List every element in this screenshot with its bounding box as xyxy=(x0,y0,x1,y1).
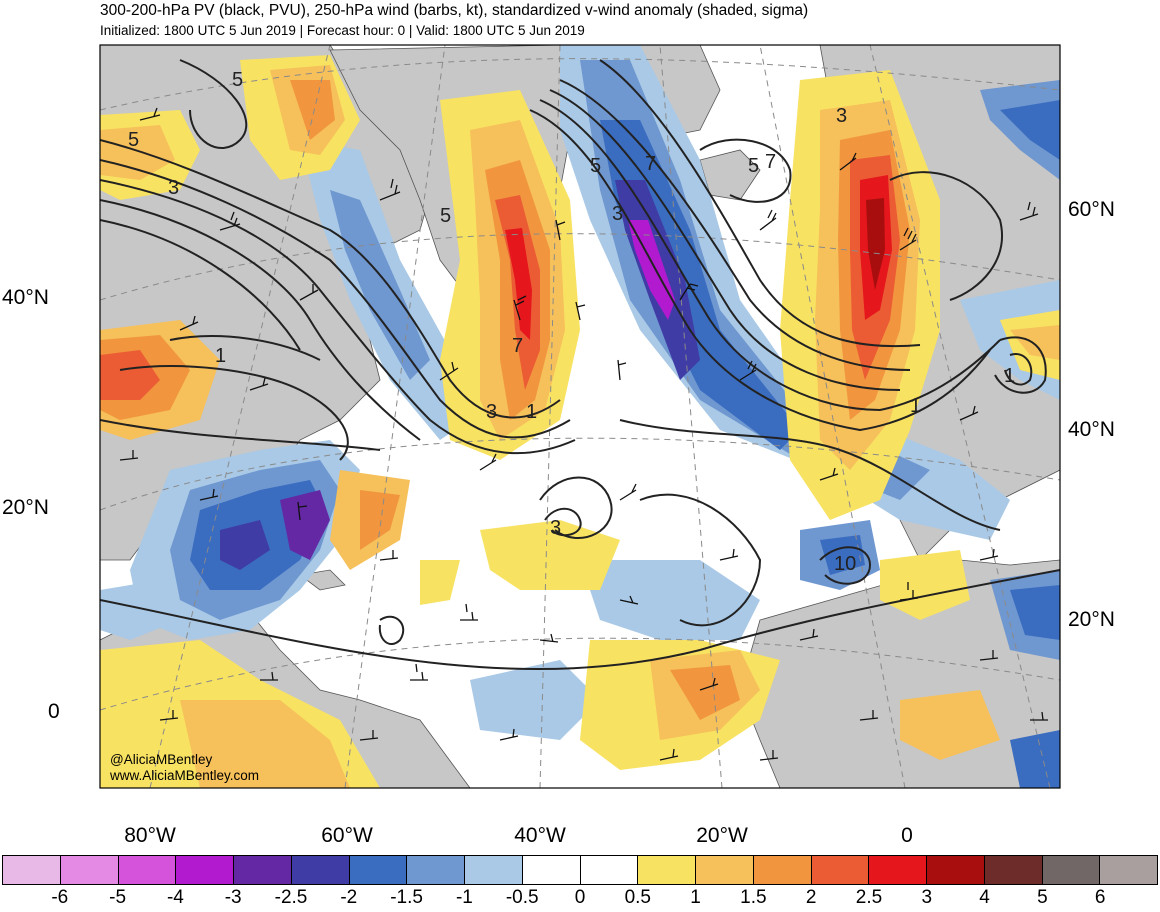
pv-label: 5 xyxy=(748,155,759,177)
colorbar-tick-label: -6 xyxy=(51,887,69,908)
colorbar-tick-label: 0.5 xyxy=(624,887,652,908)
colorbar-segment xyxy=(869,856,927,884)
colorbar-tick-label: -0.5 xyxy=(505,887,539,908)
colorbar-tick-label: 5 xyxy=(1037,887,1048,908)
graticule xyxy=(100,45,1060,788)
pv-label: 1 xyxy=(215,345,226,367)
colorbar-segment xyxy=(407,856,465,884)
colorbar-segment xyxy=(638,856,696,884)
pv-label: 3 xyxy=(168,177,179,199)
colorbar-segment xyxy=(176,856,234,884)
lat-label-left: 40°N xyxy=(2,286,49,309)
pv-label: 10 xyxy=(834,553,856,575)
colorbar-tick-label: 2.5 xyxy=(855,887,883,908)
colorbar-tick-label: 0 xyxy=(574,887,586,908)
pv-label: 3 xyxy=(486,401,497,423)
pv-label: 1 xyxy=(910,395,921,417)
colorbar-segment xyxy=(465,856,523,884)
colorbar-segment xyxy=(984,856,1043,884)
colorbar-tick-label: 3 xyxy=(921,887,933,908)
colorbar-segment xyxy=(580,856,639,884)
colorbar-segment xyxy=(291,856,350,884)
credit-handle: @AliciaMBentley xyxy=(110,752,213,767)
colorbar-tick-label: -3 xyxy=(224,887,242,908)
pv-label: 5 xyxy=(128,129,139,151)
lat-label-left: 0 xyxy=(48,700,60,723)
chart-title: 300-200-hPa PV (black, PVU), 250-hPa win… xyxy=(100,2,809,19)
pv-label: 5 xyxy=(590,155,601,177)
lon-label: 60°W xyxy=(321,824,373,847)
lon-label: 20°W xyxy=(696,824,748,847)
pv-label: 3 xyxy=(612,203,623,225)
lat-label-left: 20°N xyxy=(2,496,49,519)
colorbar-segment xyxy=(118,856,177,884)
colorbar-tick-label: -1.5 xyxy=(390,887,423,908)
wind-barbs xyxy=(119,107,1048,761)
colorbar-tick-label: -2 xyxy=(340,887,358,908)
pv-label: 7 xyxy=(512,335,523,357)
colorbar-segment xyxy=(811,856,870,884)
pv-label: 5 xyxy=(440,205,451,227)
pv-label: 3 xyxy=(836,105,847,127)
credit-url: www.AliciaMBentley.com xyxy=(110,768,260,783)
lat-label-right: 40°N xyxy=(1068,418,1115,441)
positive-anomaly-shading xyxy=(100,55,1060,788)
colorbar-tick-label: -2.5 xyxy=(274,887,308,908)
colorbar-segment xyxy=(696,856,754,884)
lon-label: 0 xyxy=(901,824,913,847)
colorbar-segment xyxy=(3,856,61,884)
colorbar-segment xyxy=(1100,856,1157,884)
pv-contour-labels: 5 5 3 5 5 3 7 3 1 5 7 3 7 1 1 3 10 1 xyxy=(128,69,1015,575)
pv-contours xyxy=(100,59,1060,670)
colorbar-tick-label: 1.5 xyxy=(740,887,767,908)
pv-label: 5 xyxy=(232,69,243,91)
colorbar-tick-label: -4 xyxy=(166,887,184,908)
map-frame xyxy=(99,44,1061,789)
colorbar xyxy=(2,855,1158,885)
colorbar-segment xyxy=(349,856,408,884)
pv-label: 7 xyxy=(645,153,656,175)
colorbar-segment xyxy=(60,856,119,884)
lat-label-right: 20°N xyxy=(1068,608,1115,631)
negative-anomaly-shading xyxy=(100,45,1060,788)
chart-subtitle: Initialized: 1800 UTC 5 Jun 2019 | Forec… xyxy=(100,23,585,38)
colorbar-segment xyxy=(234,856,292,884)
pv-label: 7 xyxy=(765,151,776,173)
colorbar-tick-label: -1 xyxy=(455,887,473,908)
colorbar-segment xyxy=(927,856,985,884)
colorbar-tick-label: 2 xyxy=(805,887,817,908)
pv-label: 1 xyxy=(526,401,537,423)
lat-label-right: 60°N xyxy=(1068,198,1115,221)
colorbar-tick-label: -5 xyxy=(109,887,127,908)
colorbar-tick-label: 1 xyxy=(690,887,701,908)
pv-label: 3 xyxy=(550,517,561,539)
lon-label: 80°W xyxy=(124,824,176,847)
colorbar-tick-label: 6 xyxy=(1094,887,1106,908)
colorbar-segment xyxy=(522,856,581,884)
colorbar-segment xyxy=(1042,856,1101,884)
colorbar-tick-label: 4 xyxy=(979,887,990,908)
lon-label: 40°W xyxy=(514,824,566,847)
colorbar-segment xyxy=(753,856,812,884)
pv-label: 1 xyxy=(1004,365,1015,387)
